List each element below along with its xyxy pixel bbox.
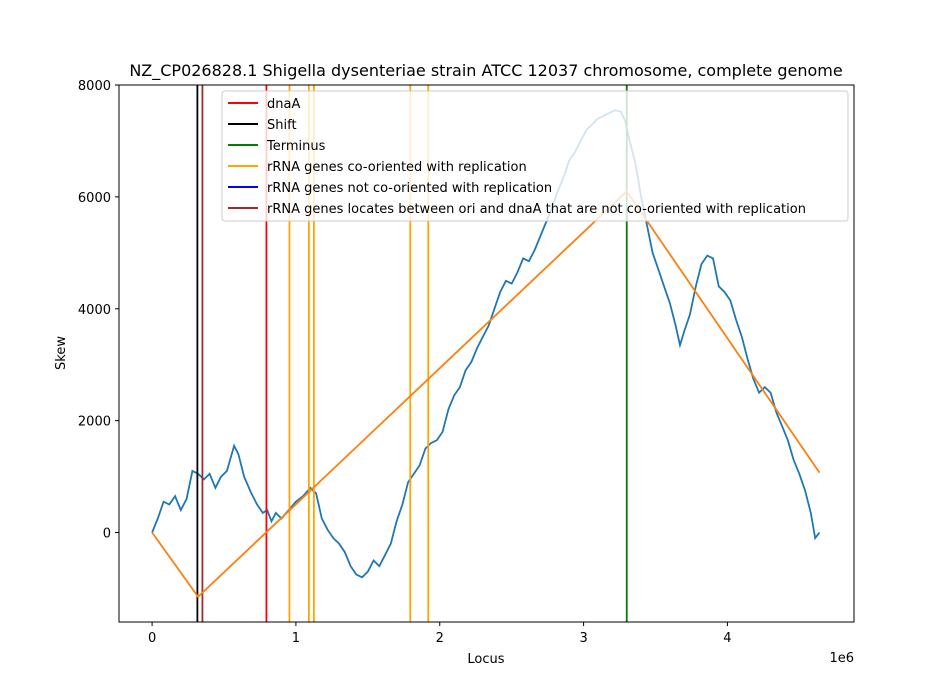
y-axis-label: Skew — [54, 336, 69, 370]
x-tick-label: 3 — [579, 631, 587, 646]
x-tick-label: 0 — [148, 631, 156, 646]
y-tick-label: 8000 — [78, 79, 111, 94]
legend-label: rRNA genes locates between ori and dnaA … — [267, 202, 806, 217]
x-tick-label: 1 — [292, 631, 300, 646]
x-tick-label: 4 — [723, 631, 731, 646]
y-tick-label: 4000 — [78, 303, 111, 318]
x-axis-label: Locus — [467, 652, 504, 667]
plot-frame — [118, 84, 855, 623]
legend-label: Terminus — [266, 139, 326, 154]
legend: dnaA Shift Terminus rRNA genes co-oriented … — [221, 90, 849, 222]
legend-label: rRNA genes co-oriented with replication — [267, 160, 527, 175]
fit-line — [151, 189, 821, 599]
x-tick-label: 2 — [436, 631, 444, 646]
x-offset-text: 1e6 — [829, 651, 854, 666]
skew-line — [151, 109, 821, 579]
y-tick-label: 6000 — [78, 191, 111, 206]
legend-label: Shift — [267, 118, 297, 133]
y-axis: 0 2000 4000 6000 8000 — [78, 79, 119, 542]
legend-box — [221, 90, 849, 222]
y-tick-label: 2000 — [78, 415, 111, 430]
y-tick-label: 0 — [103, 527, 111, 542]
legend-label: dnaA — [267, 97, 300, 112]
chart-title: NZ_CP026828.1 Shigella dysenteriae strai… — [129, 61, 842, 81]
x-axis: 0 1 2 3 4 — [148, 622, 732, 646]
legend-label: rRNA genes not co-oriented with replicat… — [267, 181, 552, 196]
